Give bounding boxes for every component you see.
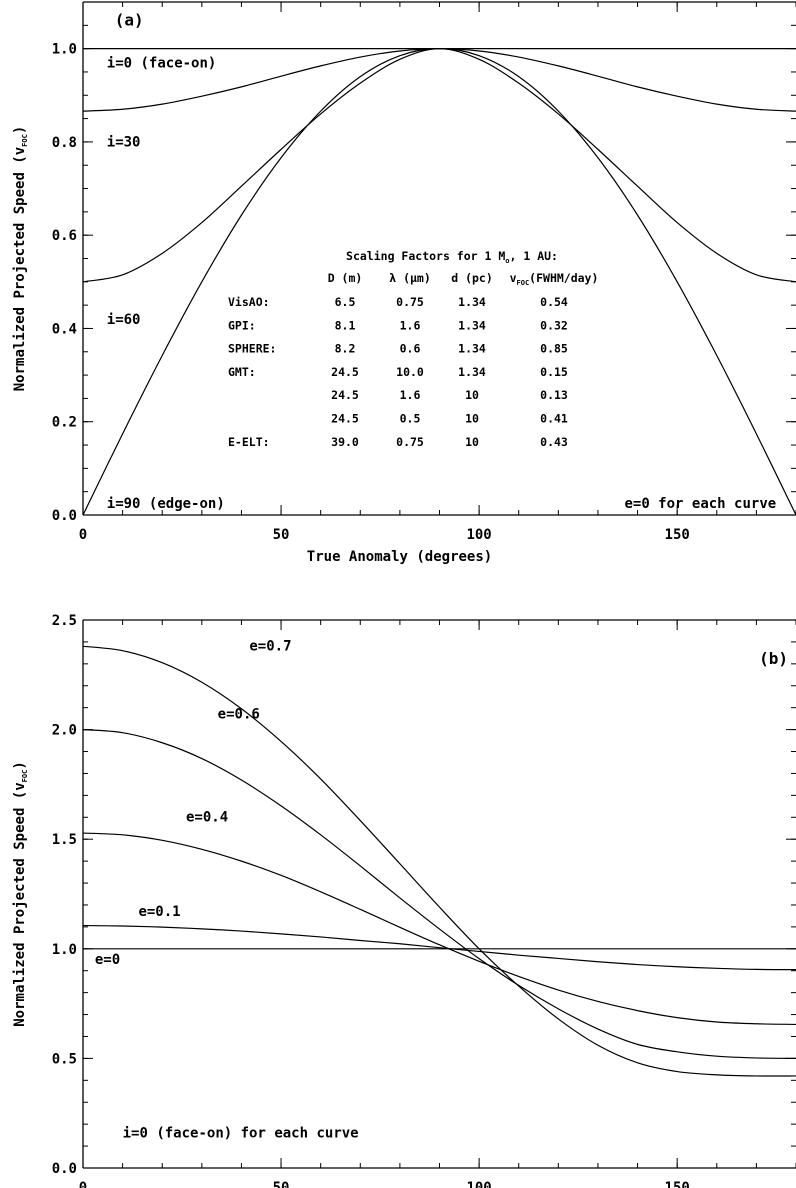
x-axis-title: True Anomaly (degrees) [307,549,492,565]
y-tick-label: 2.5 [52,613,77,629]
table-cell-distance: 10 [465,412,479,426]
table-cell-distance: 10 [465,435,479,449]
table-cell-wavelength: 10.0 [396,365,424,379]
table-header-lambda: λ (μm) [389,271,431,285]
series-label-a-2: i=60 [107,312,141,328]
series-line-a-3 [83,48,796,515]
table-header-dist: d (pc) [451,271,493,285]
panel-label-b: (b) [759,649,788,668]
y-axis-title: Normalized Projected Speed (vFOC) [12,126,29,392]
x-tick-label: 0 [79,1180,87,1188]
panel-label-a: (a) [115,10,144,29]
table-cell-wavelength: 0.75 [396,435,424,449]
chart-panel-a: 0 50 100 150 0.0 0.2 0.4 0.6 0.8 1.0 True Anomaly … [12,1,796,565]
series-line-a-2 [83,48,796,283]
table-cell-diameter: 6.5 [335,295,356,309]
corner-note-a: e=0 for each curve [624,496,776,512]
series-label-b-2: e=0.4 [186,810,228,826]
series-label-a-0: i=0 (face-on) [107,55,217,71]
table-cell-wavelength: 0.6 [400,342,421,356]
y-tick-label: 1.0 [52,942,77,958]
y-axis-title: Normalized Projected Speed (vFOC) [12,761,29,1027]
y-tick-label: 0.4 [52,321,77,337]
y-tick-label: 2.0 [52,723,77,739]
table-cell-wavelength: 0.5 [400,412,421,426]
y-tick-label: 0.0 [52,508,77,524]
table-row-instrument: VisAO: [228,295,270,309]
series-label-b-3: e=0.6 [218,707,260,723]
table-header-d: D (m) [328,271,363,285]
series-line-b-4 [83,645,796,1077]
series-line-b-2 [83,832,796,1026]
table-cell-distance: 1.34 [458,295,486,309]
table-cell-vfoc: 0.15 [540,365,568,379]
series-label-a-1: i=30 [107,135,141,151]
table-cell-diameter: 24.5 [331,365,359,379]
y-tick-label: 0.5 [52,1051,77,1067]
table-cell-vfoc: 0.32 [540,318,568,332]
series-label-a-3: i=90 (edge-on) [107,496,225,512]
series-line-b-3 [83,729,796,1059]
corner-note-b: i=0 (face-on) for each curve [123,1125,359,1141]
table-row-instrument: GMT: [228,365,256,379]
table-row-instrument: SPHERE: [228,342,276,356]
y-tick-label: 0.0 [52,1161,77,1177]
table-cell-vfoc: 0.41 [540,412,568,426]
table-cell-wavelength: 0.75 [396,295,424,309]
table-header-vfoc: vFOC(FWHM/day) [510,271,599,287]
table-cell-vfoc: 0.13 [540,388,568,402]
table-cell-diameter: 24.5 [331,388,359,402]
table-cell-vfoc: 0.43 [540,435,568,449]
series-line-b-1 [83,924,796,971]
table-row-instrument: E-ELT: [228,435,270,449]
table-cell-diameter: 24.5 [331,412,359,426]
y-tick-label: 1.0 [52,42,77,58]
table-title: Scaling Factors for 1 Mo, 1 AU: [346,249,558,265]
table-cell-diameter: 8.2 [335,342,356,356]
table-cell-wavelength: 1.6 [400,388,421,402]
x-tick-label: 100 [466,527,491,543]
x-tick-label: 50 [273,1180,290,1188]
y-tick-label: 0.8 [52,135,77,151]
series-label-b-0: e=0 [95,952,120,968]
y-tick-label: 1.5 [52,832,77,848]
x-tick-label: 50 [273,527,290,543]
table-row-instrument: GPI: [228,318,256,332]
x-tick-label: 150 [665,527,690,543]
series-label-b-4: e=0.7 [249,639,291,655]
table-cell-diameter: 39.0 [331,435,359,449]
x-tick-label: 150 [665,1180,690,1188]
x-tick-label: 100 [466,1180,491,1188]
y-tick-label: 0.2 [52,415,77,431]
table-cell-vfoc: 0.54 [540,295,568,309]
table-cell-distance: 10 [465,388,479,402]
table-cell-diameter: 8.1 [335,318,356,332]
table-cell-distance: 1.34 [458,342,486,356]
table-cell-distance: 1.34 [458,365,486,379]
series-label-b-1: e=0.1 [138,904,180,920]
table-cell-distance: 1.34 [458,318,486,332]
table-cell-wavelength: 1.6 [400,318,421,332]
y-tick-label: 0.6 [52,228,77,244]
x-tick-label: 0 [79,527,87,543]
table-cell-vfoc: 0.85 [540,342,568,356]
